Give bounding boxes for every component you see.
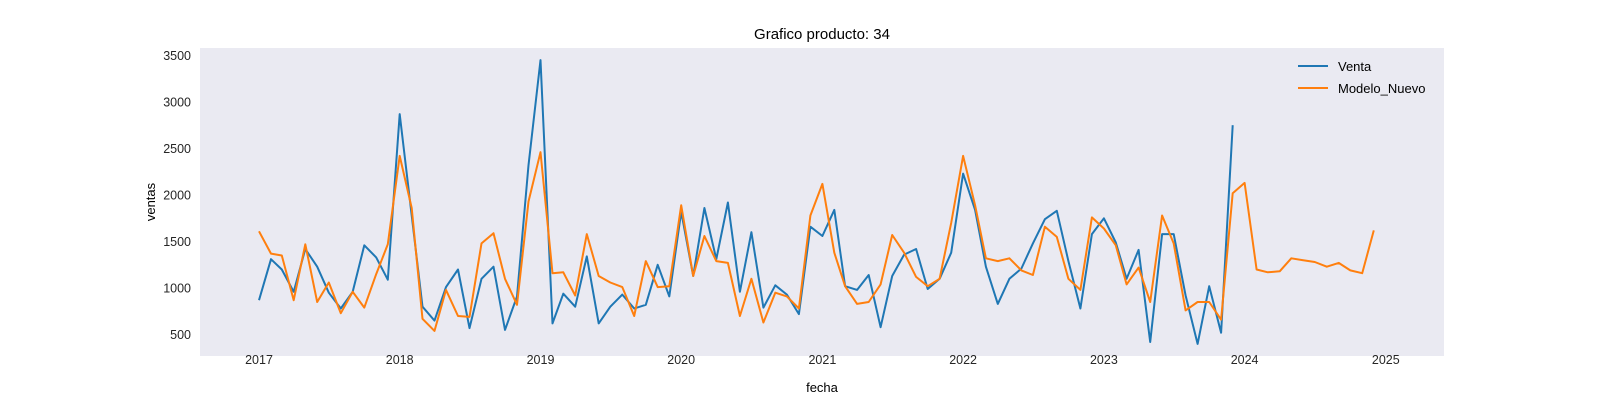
- y-tick-label: 3000: [163, 96, 191, 110]
- y-tick-label: 2500: [163, 142, 191, 156]
- x-tick-label: 2021: [808, 353, 836, 367]
- x-tick-label: 2024: [1231, 353, 1259, 367]
- x-axis-label: fecha: [806, 380, 839, 395]
- x-tick-label: 2019: [527, 353, 555, 367]
- x-tick-label: 2023: [1090, 353, 1118, 367]
- legend-label-modelo-nuevo: Modelo_Nuevo: [1338, 81, 1425, 96]
- y-tick-label: 1000: [163, 282, 191, 296]
- x-tick-label: 2018: [386, 353, 414, 367]
- legend: Venta Modelo_Nuevo: [1298, 59, 1425, 96]
- plot-lines: [258, 59, 1375, 345]
- x-tick-label: 2020: [667, 353, 695, 367]
- y-axis-label: ventas: [143, 182, 158, 221]
- y-tick-label: 2000: [163, 189, 191, 203]
- legend-label-venta: Venta: [1338, 59, 1372, 74]
- y-axis-ticks: 500 1000 1500 2000 2500 3000 3500: [163, 49, 191, 342]
- y-tick-label: 500: [170, 328, 191, 342]
- y-tick-label: 1500: [163, 235, 191, 249]
- x-tick-label: 2025: [1372, 353, 1400, 367]
- x-axis-ticks: 2017 2018 2019 2020 2021 2022 2023 2024 2025: [245, 353, 1400, 367]
- plot-area: [200, 48, 1444, 356]
- y-tick-label: 3500: [163, 49, 191, 63]
- chart-title: Grafico producto: 34: [754, 26, 890, 43]
- x-tick-label: 2017: [245, 353, 273, 367]
- series-line-modelo-nuevo: [258, 151, 1375, 332]
- x-tick-label: 2022: [949, 353, 977, 367]
